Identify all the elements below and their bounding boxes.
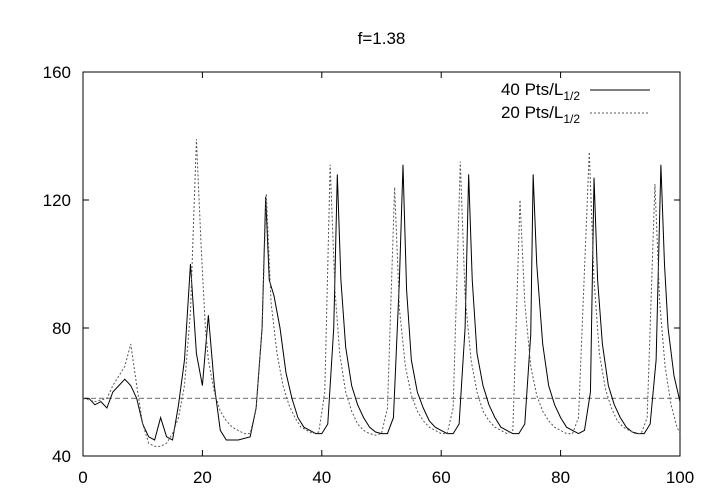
plot-frame bbox=[82, 71, 681, 457]
y-tick-label: 120 bbox=[43, 191, 71, 210]
series-line-1 bbox=[82, 139, 681, 447]
x-tick-label: 40 bbox=[312, 468, 331, 487]
legend-name: 40 Pts/L bbox=[501, 80, 563, 99]
legend-subscript: 1/2 bbox=[563, 112, 580, 126]
x-tick-label: 80 bbox=[551, 468, 570, 487]
series-layer bbox=[82, 139, 681, 447]
legend-subscript: 1/2 bbox=[563, 89, 580, 103]
series-line-0 bbox=[83, 164, 681, 441]
legend-name: 20 Pts/L bbox=[501, 103, 563, 122]
x-tick-label: 100 bbox=[666, 468, 694, 487]
x-tick-label: 0 bbox=[78, 468, 87, 487]
y-tick-label: 80 bbox=[52, 319, 71, 338]
y-tick-label: 160 bbox=[43, 63, 71, 82]
legend: 40 Pts/L1/220 Pts/L1/2 bbox=[501, 80, 650, 126]
legend-label-0: 40 Pts/L1/2 bbox=[501, 80, 580, 103]
y-tick-label: 40 bbox=[52, 447, 71, 466]
x-tick-label: 20 bbox=[193, 468, 212, 487]
axis-ticks: 0 20 40 60 80 100 40 80 120 160 bbox=[43, 63, 695, 487]
x-tick-label: 60 bbox=[432, 468, 451, 487]
chart-title: f=1.38 bbox=[358, 29, 406, 48]
legend-label-1: 20 Pts/L1/2 bbox=[501, 103, 580, 126]
